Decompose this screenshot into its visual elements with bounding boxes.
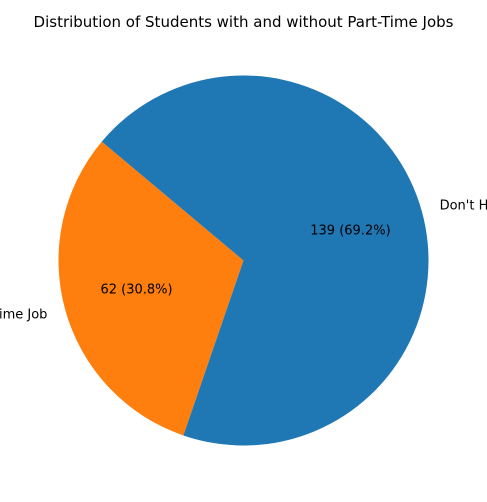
pie-slice-2 (101, 75, 429, 446)
chart-title: Distribution of Students with and withou… (34, 13, 454, 31)
pie-slice-1 (58, 141, 244, 436)
slice-annotation-2: 139 (69.2%) (310, 223, 390, 238)
slice-annotation-1: 62 (30.8%) (100, 283, 172, 298)
slice-label-2: Don't Have Part-time Job (440, 199, 487, 214)
pie-labels: Have Part-time Job 62 (30.8%) Don't Have P… (0, 199, 487, 323)
slice-label-1: Have Part-time Job (0, 307, 47, 322)
pie-slices (58, 75, 429, 446)
